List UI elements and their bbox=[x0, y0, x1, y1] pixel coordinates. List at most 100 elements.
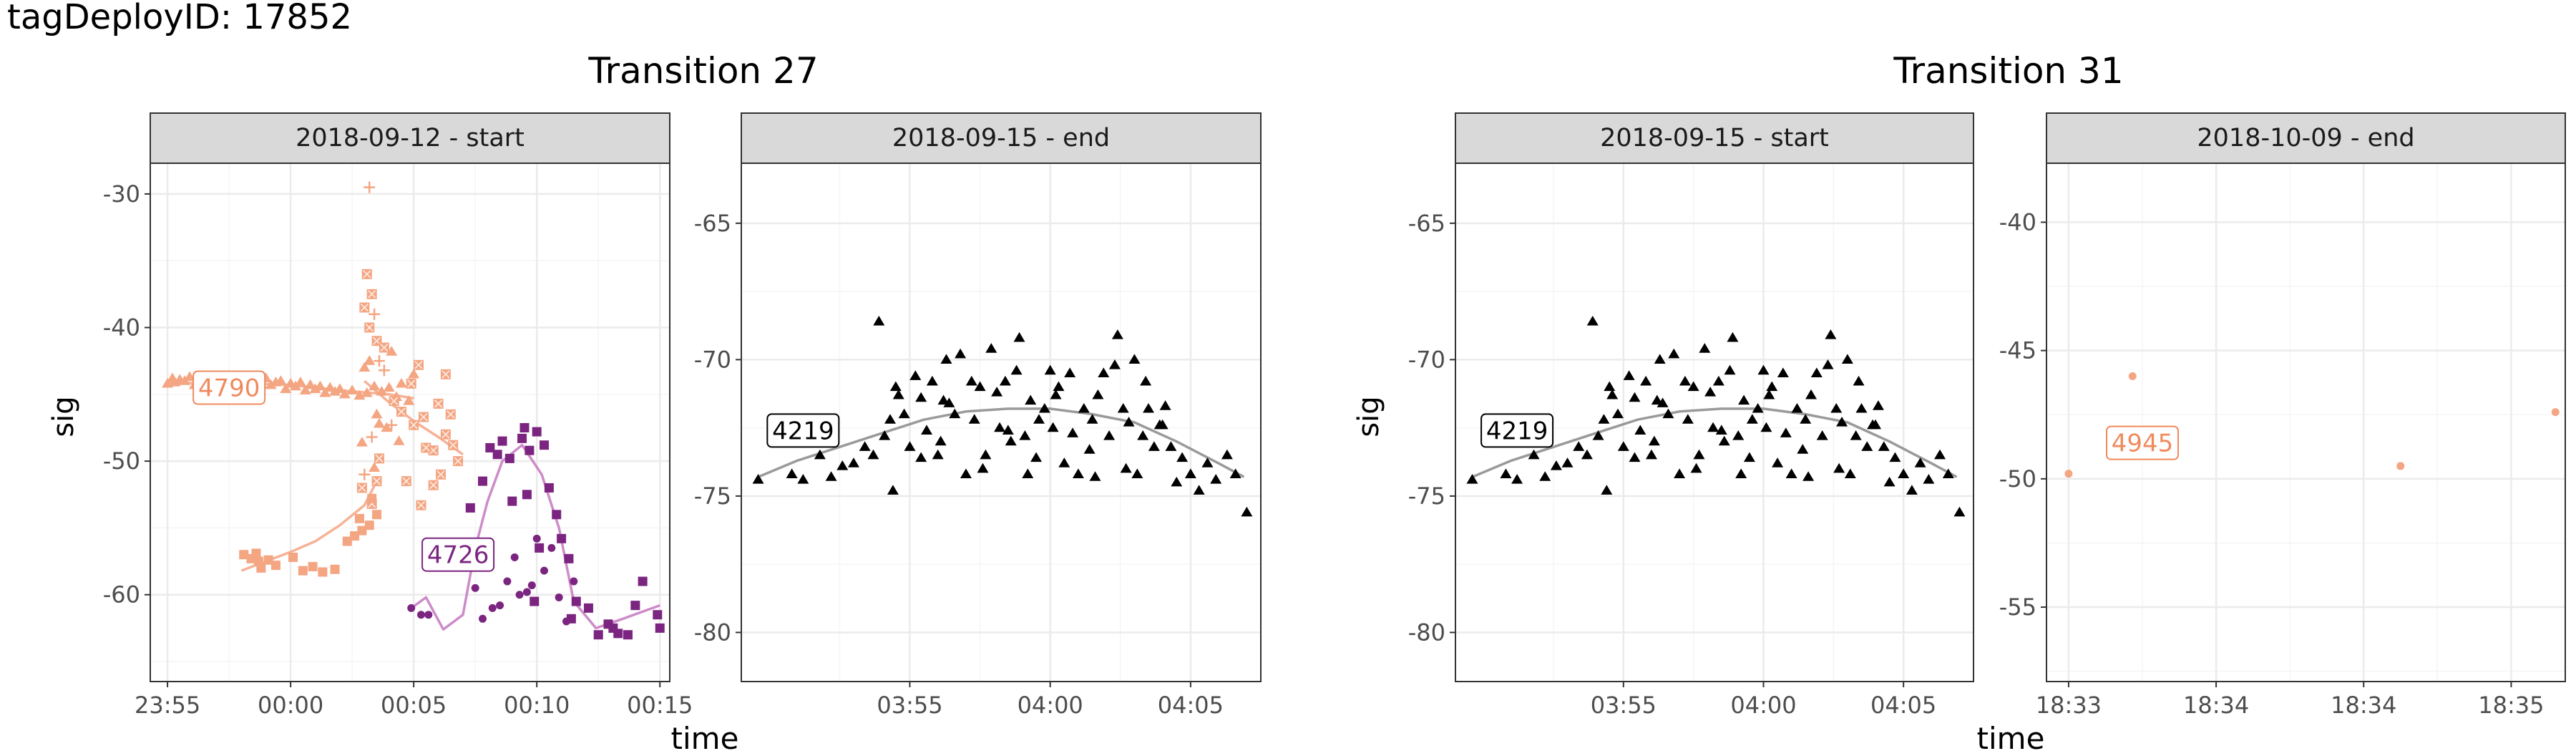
point-4726 bbox=[471, 583, 479, 592]
point-4790 bbox=[304, 379, 316, 389]
point-4219 bbox=[960, 468, 972, 478]
point-4219 bbox=[1855, 402, 1868, 413]
point-4790 bbox=[270, 561, 280, 571]
point-4219 bbox=[985, 343, 997, 353]
x-tick-label: 23:55 bbox=[135, 692, 200, 719]
point-4790 bbox=[356, 436, 368, 447]
point-4219 bbox=[1123, 417, 1135, 427]
point-4219 bbox=[1078, 402, 1090, 413]
point-4790 bbox=[386, 419, 398, 431]
point-4790 bbox=[416, 500, 426, 510]
point-4219 bbox=[1586, 316, 1599, 326]
point-4790 bbox=[369, 308, 381, 320]
point-4790 bbox=[364, 322, 375, 333]
point-4219 bbox=[1033, 414, 1045, 424]
point-4219 bbox=[932, 449, 944, 460]
y-tick-label: -65 bbox=[694, 210, 731, 237]
point-4790 bbox=[401, 476, 411, 487]
point-4219 bbox=[1131, 468, 1143, 478]
x-tick-label: 00:15 bbox=[627, 692, 693, 719]
point-4790 bbox=[299, 384, 311, 394]
point-4219 bbox=[1128, 354, 1141, 364]
point-4219 bbox=[1914, 457, 1926, 467]
point-4790 bbox=[288, 552, 298, 562]
point-4219 bbox=[1816, 430, 1828, 440]
point-4219 bbox=[949, 408, 961, 419]
point-4790 bbox=[330, 564, 340, 574]
point-4219 bbox=[1193, 485, 1205, 495]
point-4219 bbox=[1651, 394, 1663, 405]
point-4790 bbox=[418, 412, 429, 422]
point-4219 bbox=[752, 474, 764, 484]
point-4219 bbox=[873, 316, 885, 326]
point-4219 bbox=[1822, 359, 1834, 369]
point-4726 bbox=[638, 576, 648, 586]
point-4726 bbox=[570, 577, 578, 586]
point-4219 bbox=[898, 408, 910, 419]
point-4726 bbox=[465, 503, 475, 513]
point-4219 bbox=[1825, 329, 1837, 339]
point-4790 bbox=[364, 355, 376, 365]
x-tick-label: 03:55 bbox=[877, 692, 942, 719]
point-4219 bbox=[1898, 468, 1910, 478]
point-4790 bbox=[324, 382, 336, 392]
point-4726 bbox=[540, 566, 549, 575]
point-4219 bbox=[1561, 457, 1574, 467]
point-4790 bbox=[280, 383, 292, 393]
facet-strip-label: 2018-10-09 - end bbox=[2197, 124, 2414, 152]
x-tick-label: 04:00 bbox=[1730, 692, 1796, 719]
smooth-line-4219 bbox=[757, 407, 1245, 478]
point-4726 bbox=[507, 496, 517, 506]
point-4219 bbox=[1629, 392, 1641, 402]
point-4726 bbox=[562, 617, 570, 626]
point-4790 bbox=[357, 525, 367, 536]
point-4219 bbox=[1598, 414, 1610, 424]
point-4219 bbox=[786, 468, 798, 478]
facet-strip bbox=[2046, 112, 2566, 164]
point-4790 bbox=[361, 387, 373, 397]
point-4726 bbox=[504, 453, 514, 463]
point-4790 bbox=[309, 383, 321, 393]
point-4219 bbox=[965, 375, 977, 386]
point-4726 bbox=[525, 445, 535, 455]
point-4219 bbox=[1654, 354, 1666, 364]
point-4219 bbox=[1861, 441, 1873, 451]
point-4790 bbox=[169, 377, 181, 387]
point-4726 bbox=[496, 601, 504, 610]
x-tick-label: 03:55 bbox=[1591, 692, 1657, 719]
point-4219 bbox=[1611, 408, 1624, 419]
point-4219 bbox=[1934, 449, 1946, 460]
point-4219 bbox=[1942, 468, 1954, 478]
point-4219 bbox=[1601, 485, 1613, 495]
point-4219 bbox=[1022, 468, 1034, 478]
point-4219 bbox=[1878, 441, 1890, 451]
point-4219 bbox=[879, 430, 891, 440]
point-4726 bbox=[527, 581, 536, 590]
point-4219 bbox=[1844, 468, 1856, 478]
point-4219 bbox=[926, 375, 938, 386]
point-4219 bbox=[1171, 476, 1183, 487]
point-4219 bbox=[1682, 414, 1694, 424]
point-4726 bbox=[407, 604, 416, 612]
point-4726 bbox=[492, 450, 502, 460]
point-4726 bbox=[555, 593, 563, 601]
x-tick-label: 18:35 bbox=[2478, 692, 2544, 719]
point-4219 bbox=[1137, 430, 1149, 440]
point-4790 bbox=[361, 268, 372, 279]
tag-label-box bbox=[192, 370, 266, 405]
y-tick-label: -60 bbox=[103, 581, 140, 609]
point-4219 bbox=[1606, 389, 1619, 399]
point-4790 bbox=[308, 562, 318, 572]
point-4219 bbox=[1836, 417, 1848, 427]
point-4219 bbox=[1833, 462, 1845, 473]
point-4790 bbox=[453, 456, 464, 467]
point-4219 bbox=[1727, 331, 1739, 342]
point-4726 bbox=[532, 534, 541, 543]
point-4219 bbox=[1872, 400, 1884, 410]
point-4790 bbox=[428, 480, 439, 490]
y-tick-label: -75 bbox=[694, 483, 731, 510]
point-4219 bbox=[974, 381, 986, 392]
point-4219 bbox=[1500, 468, 1512, 478]
point-4219 bbox=[1712, 375, 1724, 386]
point-4219 bbox=[892, 389, 904, 399]
